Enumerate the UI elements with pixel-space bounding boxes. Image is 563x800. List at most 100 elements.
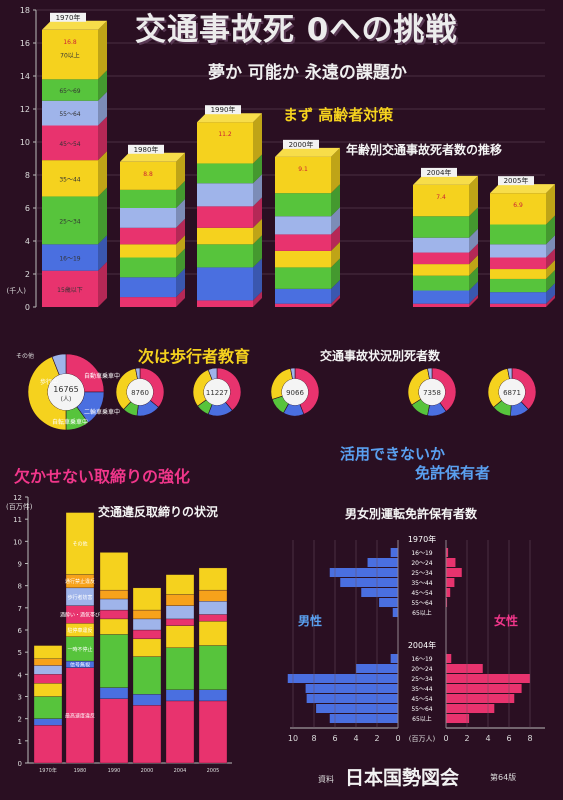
bar-segment-side [331,184,340,217]
segment-label: 16～19 [59,256,80,263]
donut-total-unit: (人) [61,396,72,403]
bar-segment-side [176,199,185,228]
age-deaths-chart: 0 2 4 6 8 10 12 14 16 18 (千人) 1970年 16.8 1980年 8.8 1990… [7,6,555,312]
bar-segment [33,725,63,764]
x-tick-label: 2005 [207,768,220,774]
bar-segment [42,79,98,101]
segment-label: 酒酔い・酒気帯び [60,611,100,618]
bar-segment [42,100,98,126]
bar-segment [413,184,469,217]
bar-segment [33,658,63,666]
bar-segment [198,567,228,591]
bar-segment-side [98,235,107,271]
bar-segment [132,694,162,706]
female-bar [446,684,522,693]
x-axis-unit: (百万人) [409,735,436,743]
bar-segment [120,257,176,278]
bar-segment [198,589,228,602]
y-tick-label: 5 [18,649,22,657]
legend-male: 男性 [298,613,322,628]
female-bar [446,568,462,577]
bar-segment [33,696,63,719]
bar-segment [275,288,331,304]
female-bar [446,694,515,703]
license-holders-pyramid: 1970年 16～19 20～24 25～34 35～44 45～54 55～64 65以上 2… [287,534,545,743]
bar-segment [99,552,129,591]
x-tick-label: 2004 [174,768,187,774]
bar-segment [275,234,331,251]
bar-segment [165,574,195,595]
y-tick-label: 0 [18,760,22,768]
bar-segment [165,618,195,626]
bar-segment [413,264,469,276]
y-tick-label: 6 [18,627,23,635]
bar-segment [197,163,253,184]
bar-segment [42,270,98,307]
segment-label: 70以上 [60,52,80,60]
female-bar [446,548,449,557]
bar-segment-side [469,281,478,304]
bar-segment [99,609,129,620]
y-tick-label: 18 [20,6,30,15]
segment-label: 65～69 [59,88,80,95]
bar-segment [490,193,546,225]
bar-segment [33,718,63,726]
age-group-label: 35～44 [411,686,432,693]
bar-segment [198,620,228,646]
bar-segment [132,609,162,620]
pyramid-year-label: 1970年 [408,534,436,544]
bar-segment [275,156,331,194]
donut-slice-label: 自動車乗車中 [84,372,120,380]
male-bar [390,548,398,557]
bar-segment-side [253,235,262,268]
page-title: 交通事故死 0への挑戦 [135,12,458,48]
bar-segment-side [176,248,185,278]
bar-segment [120,277,176,298]
bar-segment [99,618,129,635]
y-tick-label: 16 [20,39,30,48]
bar-segment [120,189,176,208]
bar-top-face [42,20,107,30]
male-bar [329,568,398,577]
x-tick-label: 2 [374,734,379,743]
male-bar [340,578,398,587]
bar-segment [165,689,195,702]
bar-total-label: 7.4 [436,194,446,201]
year-label-box [421,167,457,177]
bar-segment-side [331,279,340,304]
section-pedestrian-subtitle: 交通事故状況別死者数 [320,349,441,363]
age-group-label: 55～64 [411,600,432,607]
bar-segment [490,292,546,304]
source-name: 日本国勢図会 [345,767,460,789]
age-group-label: 20～24 [411,666,432,673]
age-group-label: 45～54 [411,590,432,597]
male-bar [361,588,398,597]
bar-segment [65,512,95,575]
male-bar [379,598,398,607]
bar-segment [413,237,469,253]
bar-segment-side [469,255,478,276]
bar-segment [42,244,98,271]
donut-total-label: 6871 [503,389,521,397]
bar-segment [132,587,162,611]
female-bar [446,598,448,607]
bar-segment-side [546,269,555,293]
bar-segment-side [546,215,555,245]
bar-segment [165,605,195,620]
bar-total-label: 6.9 [513,202,523,209]
age-group-label: 35～44 [411,580,432,587]
age-group-label: 55～64 [411,706,432,713]
male-bar [390,654,398,663]
segment-label: 通行禁止違反 [65,578,95,585]
female-bar [446,588,451,597]
year-label-box [283,139,319,149]
bar-segment-side [546,184,555,225]
bar-top-face [197,113,262,123]
bar-segment-side [331,258,340,289]
donut-slice-label: 歩行中 [40,378,58,386]
y-tick-label: 8 [18,583,22,591]
bar-segment [99,589,129,600]
bar-segment [490,303,546,307]
bar-segment [65,667,95,764]
bar-segment [165,625,195,648]
